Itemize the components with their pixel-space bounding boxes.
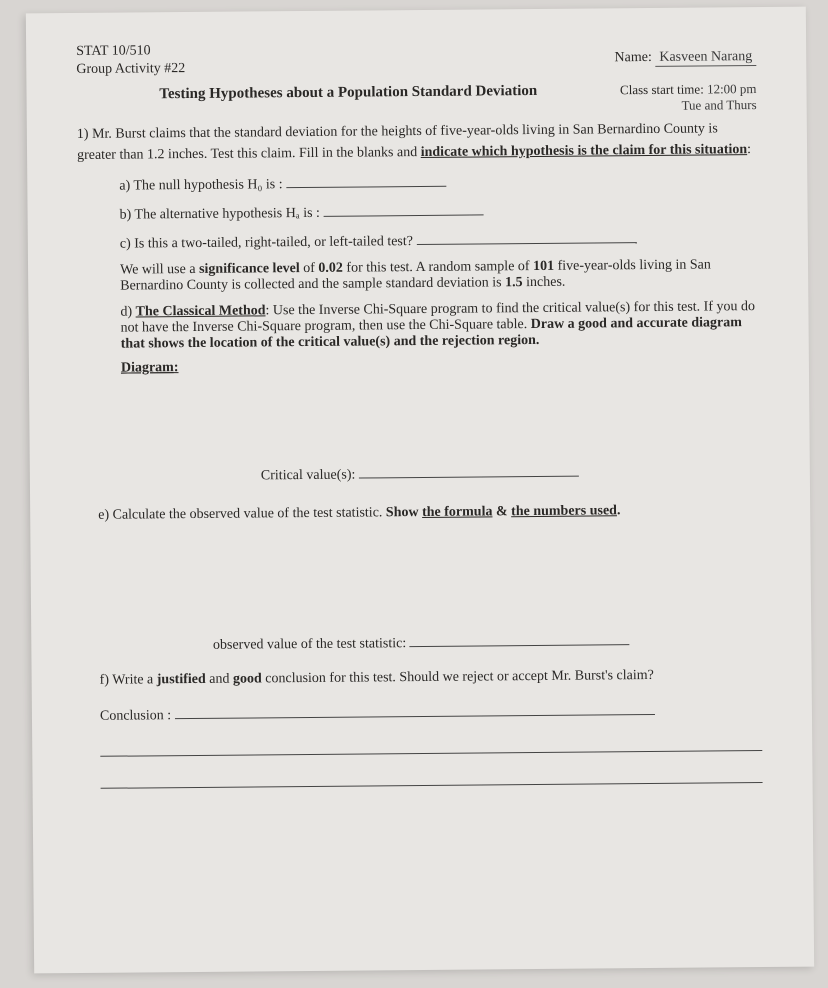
q1a-text: a) The null hypothesis H₀ is : [119,177,282,193]
start-time-label: Class start time: [620,82,704,98]
start-time-block: Class start time: 12:00 pm Tue and Thurs [620,81,757,114]
q1e-t1: e) Calculate the observed value of the t… [98,505,386,523]
q1c-blank [416,229,636,245]
q1d-title: The Classical Method [136,303,266,319]
q1b-blank [323,201,483,216]
q1f-t2: and [206,672,233,687]
critical-value-line: Critical value(s): [80,461,760,486]
sig-b1: significance level [199,261,300,277]
sig-t3: for this test. A random sample of [343,259,533,276]
sig-t1: We will use a [120,262,199,278]
conclusion-blank-1 [175,701,655,719]
sig-b2: 0.02 [318,261,343,276]
conclusion-line: Conclusion : [100,700,762,725]
q1-intro-bold: indicate which hypothesis is the claim f… [421,142,748,160]
q1f: f) Write a justified and good conclusion… [100,665,762,691]
q1e-b2: & [492,504,511,519]
q1e-b1: Show [386,505,422,520]
start-time-value: 12:00 pm [707,81,757,96]
q1-intro: 1) Mr. Burst claims that the standard de… [77,119,757,166]
conclusion-blank-2 [100,729,762,757]
q1f-t1: f) Write a [100,673,157,688]
course-code: STAT 10/510 [76,42,185,61]
worksheet-page: STAT 10/510 Group Activity #22 Name: Kas… [26,7,814,974]
diagram-colon: : [174,360,179,375]
name-value: Kasveen Narang [655,49,756,67]
q1e-u1: the formula [422,504,493,520]
q1f-b2: good [233,672,262,687]
sig-t5: inches. [523,275,566,290]
course-info: STAT 10/510 Group Activity #22 [76,42,185,79]
sig-b3: 101 [533,259,554,274]
header-row: STAT 10/510 Group Activity #22 Name: Kas… [76,37,756,79]
q1f-b1: justified [157,672,206,687]
q1a: a) The null hypothesis H₀ is : [119,170,757,195]
diagram-label: Diagram: [121,355,759,377]
observed-value-line: observed value of the test statistic: [81,630,761,655]
sig-b4: 1.5 [505,275,523,290]
q1c: c) Is this a two-tailed, right-tailed, o… [120,228,758,253]
class-days-value: Tue and Thurs [681,97,756,113]
q1e-b3: . [617,503,621,518]
crit-blank [359,463,579,479]
q1e-u2: the numbers used [511,503,617,519]
activity-number: Group Activity #22 [76,60,185,79]
diagram-word: Diagram [121,360,174,375]
q1c-text: c) Is this a two-tailed, right-tailed, o… [120,234,413,252]
q1d: d) The Classical Method: Use the Inverse… [120,299,758,353]
q1d-label: d) [120,304,135,319]
crit-label: Critical value(s): [261,468,356,484]
conclusion-blank-3 [100,761,762,789]
worksheet-title: Testing Hypotheses about a Population St… [76,83,620,105]
title-row: Testing Hypotheses about a Population St… [76,81,756,119]
q1b-text: b) The alternative hypothesis Hₐ is : [120,206,320,223]
q1-significance: We will use a significance level of 0.02… [120,257,758,295]
q1f-t3: conclusion for this test. Should we reje… [262,668,654,686]
obs-label: observed value of the test statistic: [213,636,406,653]
obs-blank [410,631,630,647]
sig-t2: of [300,261,319,276]
name-label: Name: [614,50,651,65]
q1b: b) The alternative hypothesis Hₐ is : [119,199,757,224]
q1-intro-colon: : [747,142,751,157]
q1a-blank [286,173,446,188]
name-field: Name: Kasveen Narang [614,49,756,66]
q1e: e) Calculate the observed value of the t… [98,500,760,526]
conclusion-label: Conclusion : [100,708,171,724]
